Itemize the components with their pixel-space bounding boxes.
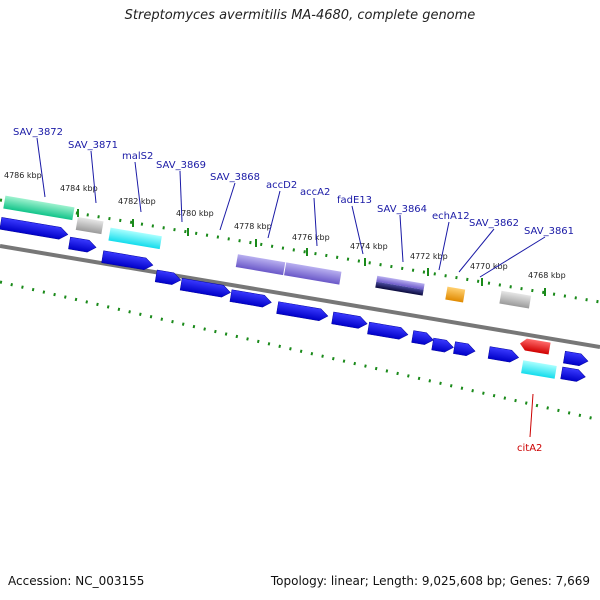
- leader-lines: [36, 137, 546, 438]
- scale-label: 4772 kbp: [410, 252, 448, 261]
- accession-text: Accession: NC_003155: [8, 574, 145, 588]
- gene-label[interactable]: SAV_3869: [156, 160, 206, 171]
- gene-label[interactable]: SAV_3872: [13, 127, 63, 138]
- gene-label[interactable]: SAV_3871: [68, 140, 118, 151]
- gene-label[interactable]: SAV_3864: [377, 204, 427, 215]
- scale-label: 4778 kbp: [234, 222, 272, 231]
- scale-label: 4782 kbp: [118, 197, 156, 206]
- gene-label[interactable]: echA12: [432, 211, 470, 222]
- gene-sav3872-block[interactable]: [3, 195, 75, 221]
- genome-backbone: [0, 244, 600, 349]
- gene-sav3871-block[interactable]: [75, 217, 104, 235]
- gene-label[interactable]: SAV_3862: [469, 218, 519, 229]
- scale-label: 4776 kbp: [292, 233, 330, 242]
- gene-fade13-block[interactable]: [375, 275, 425, 296]
- scale-label: 4780 kbp: [176, 209, 214, 218]
- gene-label[interactable]: SAV_3861: [524, 226, 574, 237]
- gene-label[interactable]: citA2: [517, 443, 542, 454]
- gene-label[interactable]: accD2: [266, 180, 297, 191]
- gene-label[interactable]: fadE13: [337, 195, 372, 206]
- genome-summary-text: Topology: linear; Length: 9,025,608 bp; …: [270, 574, 590, 588]
- scale-label: 4770 kbp: [470, 262, 508, 271]
- gene-label[interactable]: SAV_3868: [210, 172, 260, 183]
- scale-label: 4786 kbp: [4, 171, 42, 180]
- scale-label: 4774 kbp: [350, 242, 388, 251]
- gene-sav3862-block[interactable]: [499, 290, 532, 309]
- gene-acca2-block[interactable]: [284, 262, 342, 285]
- gene-cita2-block[interactable]: [521, 360, 557, 379]
- gene-reverse-red[interactable]: [519, 338, 551, 355]
- gene-label[interactable]: accA2: [300, 187, 330, 198]
- scale-label: 4768 kbp: [528, 271, 566, 280]
- gene-mals2-block[interactable]: [108, 227, 162, 250]
- map-title: Streptomyces avermitilis MA-4680, comple…: [124, 8, 476, 23]
- gene-accd2-block[interactable]: [235, 254, 286, 276]
- scale-label: 4784 kbp: [60, 184, 98, 193]
- upper-tick-track: [0, 198, 600, 304]
- gene-label[interactable]: malS2: [122, 151, 153, 162]
- forward-genes[interactable]: [0, 217, 595, 382]
- gene-echa12-block[interactable]: [445, 286, 466, 303]
